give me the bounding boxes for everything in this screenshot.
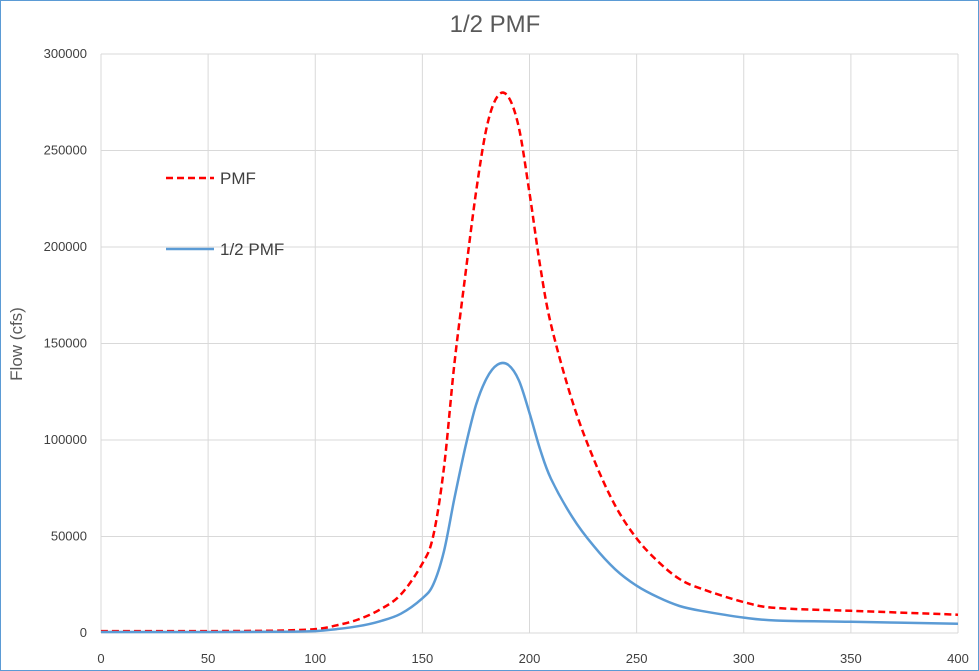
y-tick-label: 100000 bbox=[44, 432, 87, 447]
x-tick-label: 250 bbox=[626, 651, 648, 666]
legend: PMF 1/2 PMF bbox=[166, 169, 284, 259]
series-layer bbox=[100, 91, 959, 634]
x-tick-label: 350 bbox=[840, 651, 862, 666]
chart-title: 1/2 PMF bbox=[450, 11, 541, 38]
y-axis-ticks: 0 50000 100000 150000 200000 250000 300000 bbox=[44, 46, 87, 640]
x-axis-ticks: 0 50 100 150 200 250 300 350 400 bbox=[97, 651, 968, 666]
x-tick-label: 0 bbox=[97, 651, 104, 666]
y-tick-label: 0 bbox=[80, 625, 87, 640]
series-line-0 bbox=[100, 91, 959, 633]
x-tick-label: 200 bbox=[519, 651, 541, 666]
x-tick-label: 400 bbox=[947, 651, 969, 666]
grid bbox=[100, 53, 959, 634]
x-tick-label: 100 bbox=[304, 651, 326, 666]
x-tick-label: 300 bbox=[733, 651, 755, 666]
x-tick-label: 50 bbox=[201, 651, 215, 666]
y-tick-label: 200000 bbox=[44, 239, 87, 254]
y-tick-label: 150000 bbox=[44, 336, 87, 351]
y-tick-label: 300000 bbox=[44, 46, 87, 61]
series-line-1 bbox=[100, 361, 959, 634]
x-tick-label: 150 bbox=[412, 651, 434, 666]
legend-label-0: PMF bbox=[220, 169, 256, 188]
y-tick-label: 250000 bbox=[44, 143, 87, 158]
y-axis-label: Flow (cfs) bbox=[7, 307, 26, 381]
y-tick-label: 50000 bbox=[51, 529, 87, 544]
legend-label-1: 1/2 PMF bbox=[220, 240, 284, 259]
